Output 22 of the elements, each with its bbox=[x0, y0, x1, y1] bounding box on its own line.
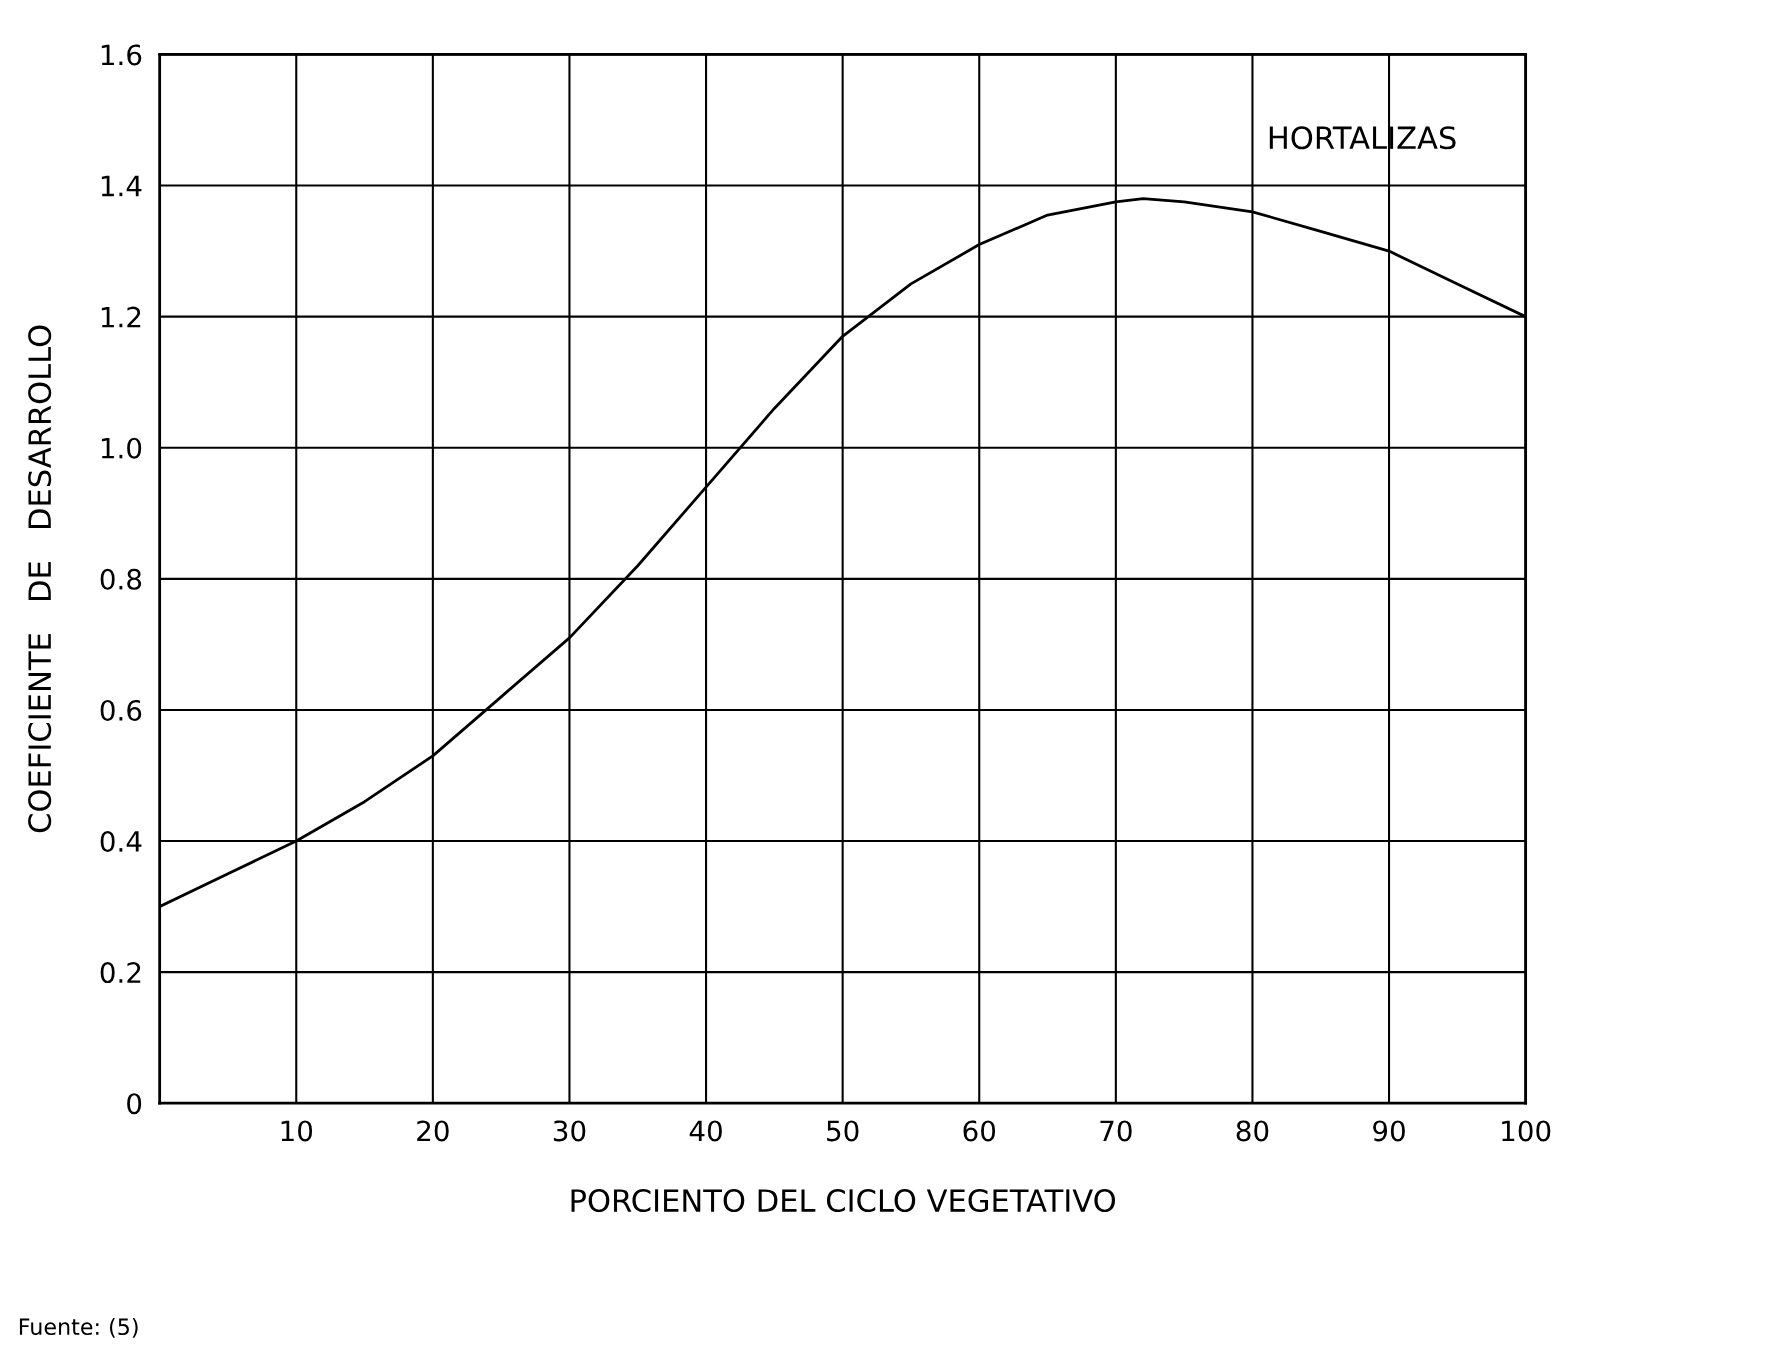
y-tick-label: 0.8 bbox=[100, 568, 142, 590]
x-tick-label: 100 bbox=[1502, 1120, 1551, 1142]
x-tick-label: 20 bbox=[417, 1120, 449, 1142]
y-tick-label: 0.2 bbox=[100, 962, 141, 984]
y-tick-label: 1.2 bbox=[101, 306, 141, 328]
x-tick-label: 60 bbox=[963, 1120, 996, 1142]
y-tick-label: 1.0 bbox=[101, 437, 142, 459]
y-tick-label: 0.4 bbox=[100, 830, 142, 852]
source-note: Fuente: (5) bbox=[19, 1317, 138, 1338]
x-tick-label: 50 bbox=[827, 1120, 859, 1142]
y-tick-label: 0 bbox=[127, 1093, 142, 1115]
x-tick-label: 30 bbox=[553, 1120, 586, 1142]
y-axis-title: COEFICIENTE DE DESARROLLO bbox=[28, 325, 52, 833]
x-axis-title: PORCIENTO DEL CICLO VEGETATIVO bbox=[571, 1188, 1116, 1213]
x-tick-label: 70 bbox=[1100, 1120, 1132, 1142]
y-tick-label: 0.6 bbox=[100, 699, 142, 721]
x-tick-label: 10 bbox=[281, 1120, 313, 1142]
x-tick-label: 40 bbox=[689, 1120, 722, 1142]
x-tick-label: 80 bbox=[1236, 1120, 1269, 1142]
x-tick-label: 90 bbox=[1373, 1120, 1405, 1142]
y-tick-label: 1.6 bbox=[101, 44, 142, 66]
y-tick-label: 1.4 bbox=[101, 175, 142, 197]
